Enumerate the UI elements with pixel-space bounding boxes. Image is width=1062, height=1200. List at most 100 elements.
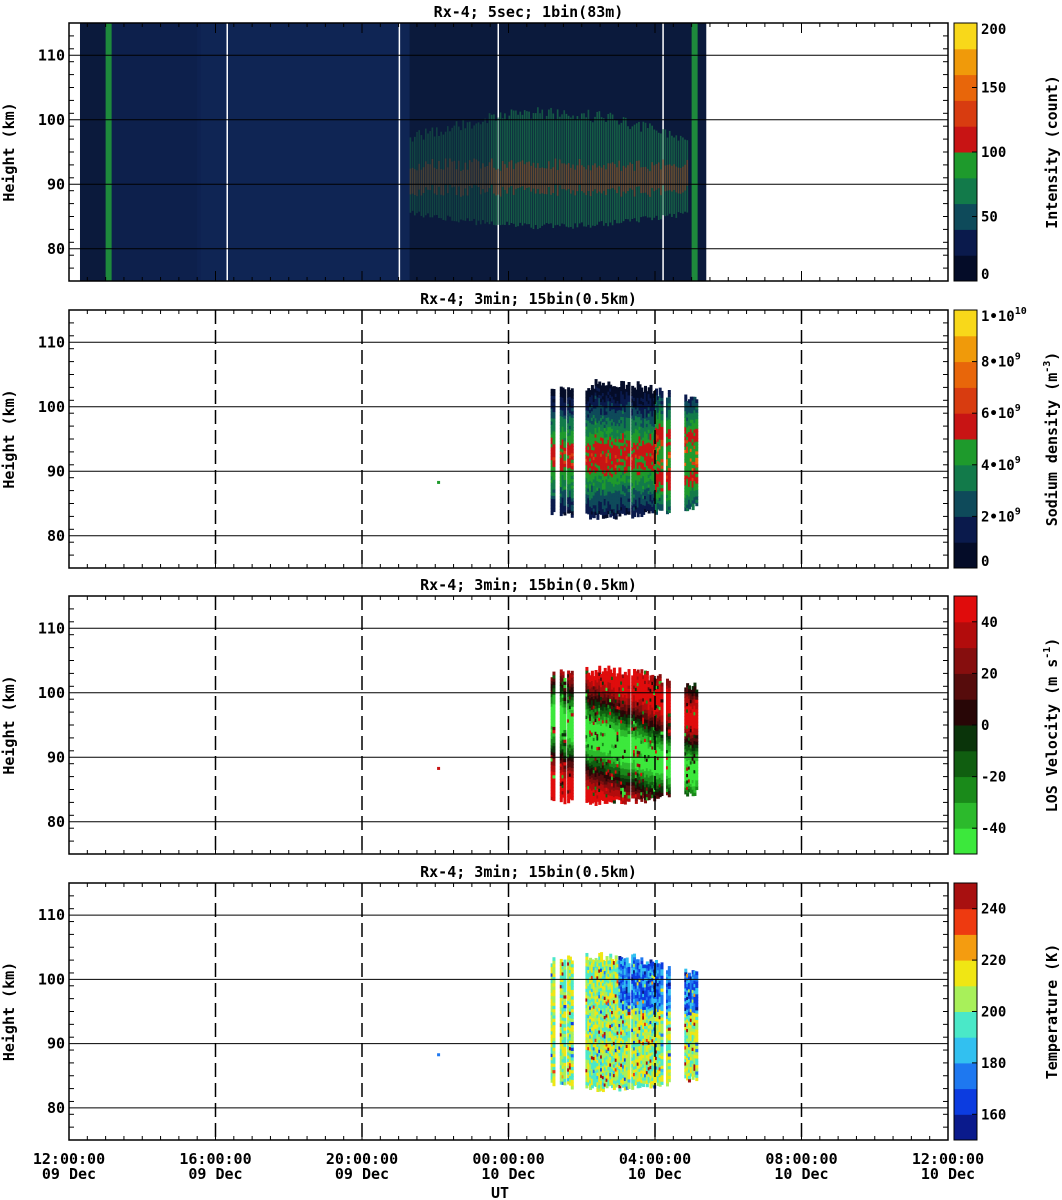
colorbar-tick-label: 1•1010 bbox=[981, 306, 1027, 325]
data-cell bbox=[686, 484, 690, 489]
data-cell bbox=[603, 687, 607, 692]
data-cell bbox=[596, 448, 600, 453]
data-cell bbox=[640, 759, 644, 764]
data-cell bbox=[596, 765, 600, 770]
data-cell bbox=[622, 716, 626, 721]
data-cell bbox=[653, 423, 657, 427]
data-cell bbox=[693, 422, 697, 427]
data-cell bbox=[644, 725, 648, 730]
layer-column bbox=[418, 130, 421, 212]
data-cell bbox=[667, 783, 671, 788]
data-cell bbox=[568, 451, 572, 455]
data-cell bbox=[563, 437, 567, 442]
data-cell bbox=[625, 449, 629, 454]
layer-peak bbox=[561, 163, 563, 190]
data-cell bbox=[649, 778, 653, 783]
data-cell bbox=[634, 499, 638, 503]
data-cell bbox=[625, 694, 629, 699]
data-cell bbox=[653, 791, 657, 795]
data-cell bbox=[644, 466, 648, 471]
data-cell bbox=[568, 673, 572, 677]
data-cell bbox=[665, 420, 669, 424]
data-cell bbox=[568, 676, 572, 681]
data-cell bbox=[656, 460, 660, 465]
data-cell bbox=[603, 777, 607, 782]
layer-peak bbox=[609, 163, 612, 190]
data-cell bbox=[614, 792, 618, 797]
data-cell bbox=[656, 467, 660, 471]
data-cell bbox=[616, 695, 620, 700]
data-cell bbox=[627, 727, 631, 731]
layer-column bbox=[471, 128, 473, 221]
data-cell bbox=[587, 763, 591, 767]
data-cell bbox=[570, 748, 574, 752]
data-cell bbox=[605, 401, 609, 406]
data-cell bbox=[561, 793, 565, 798]
data-cell bbox=[638, 747, 642, 752]
data-cell bbox=[605, 790, 609, 795]
data-cell bbox=[631, 430, 635, 435]
data-cell bbox=[660, 708, 664, 713]
data-cell bbox=[598, 504, 602, 508]
data-cell bbox=[631, 678, 635, 683]
data-cell bbox=[665, 756, 669, 760]
data-cell bbox=[625, 388, 629, 392]
data-cell bbox=[600, 395, 604, 399]
data-cell bbox=[585, 396, 589, 401]
data-cell bbox=[651, 710, 655, 715]
data-cell bbox=[614, 789, 618, 793]
data-cell bbox=[667, 693, 671, 698]
data-cell bbox=[636, 714, 640, 719]
data-cell bbox=[647, 777, 651, 781]
data-cell bbox=[559, 692, 563, 696]
data-cell bbox=[568, 705, 572, 710]
data-cell bbox=[559, 756, 563, 761]
data-cell bbox=[570, 715, 574, 720]
data-cell bbox=[601, 681, 605, 685]
data-cell bbox=[658, 429, 662, 434]
data-cell bbox=[568, 506, 572, 510]
data-cell bbox=[660, 789, 664, 793]
data-cell bbox=[638, 410, 642, 414]
data-cell bbox=[623, 681, 627, 686]
data-cell bbox=[561, 681, 565, 685]
data-cell bbox=[567, 429, 571, 433]
data-cell bbox=[550, 485, 554, 490]
data-cell bbox=[552, 389, 556, 393]
data-cell bbox=[631, 785, 635, 789]
data-cell bbox=[638, 792, 642, 797]
data-cell bbox=[589, 675, 593, 679]
data-cell bbox=[633, 701, 637, 705]
data-cell bbox=[656, 496, 660, 500]
data-cell bbox=[623, 675, 627, 679]
data-cell bbox=[655, 765, 658, 770]
data-cell bbox=[561, 452, 565, 456]
data-cell bbox=[620, 461, 624, 466]
data-cell bbox=[559, 399, 563, 404]
data-cell bbox=[638, 741, 642, 745]
data-cell bbox=[596, 441, 600, 446]
data-cell bbox=[552, 472, 556, 477]
data-cell bbox=[550, 680, 554, 685]
data-cell bbox=[667, 477, 671, 481]
data-cell bbox=[622, 793, 626, 798]
data-cell bbox=[667, 502, 671, 507]
data-cell bbox=[607, 452, 611, 457]
data-cell bbox=[568, 435, 572, 439]
data-cell bbox=[600, 485, 604, 490]
data-cell bbox=[603, 392, 607, 396]
data-cell bbox=[686, 497, 690, 502]
data-cell bbox=[644, 427, 648, 432]
data-cell bbox=[684, 494, 688, 499]
data-cell bbox=[561, 474, 565, 479]
data-cell bbox=[589, 771, 593, 776]
data-cell bbox=[660, 792, 664, 797]
data-cell bbox=[590, 751, 594, 756]
data-cell bbox=[651, 752, 655, 757]
data-cell bbox=[627, 785, 631, 789]
data-cell bbox=[651, 399, 655, 404]
data-cell bbox=[570, 722, 574, 727]
data-cell bbox=[552, 466, 556, 471]
data-cell bbox=[665, 462, 669, 466]
data-cell bbox=[636, 698, 640, 703]
